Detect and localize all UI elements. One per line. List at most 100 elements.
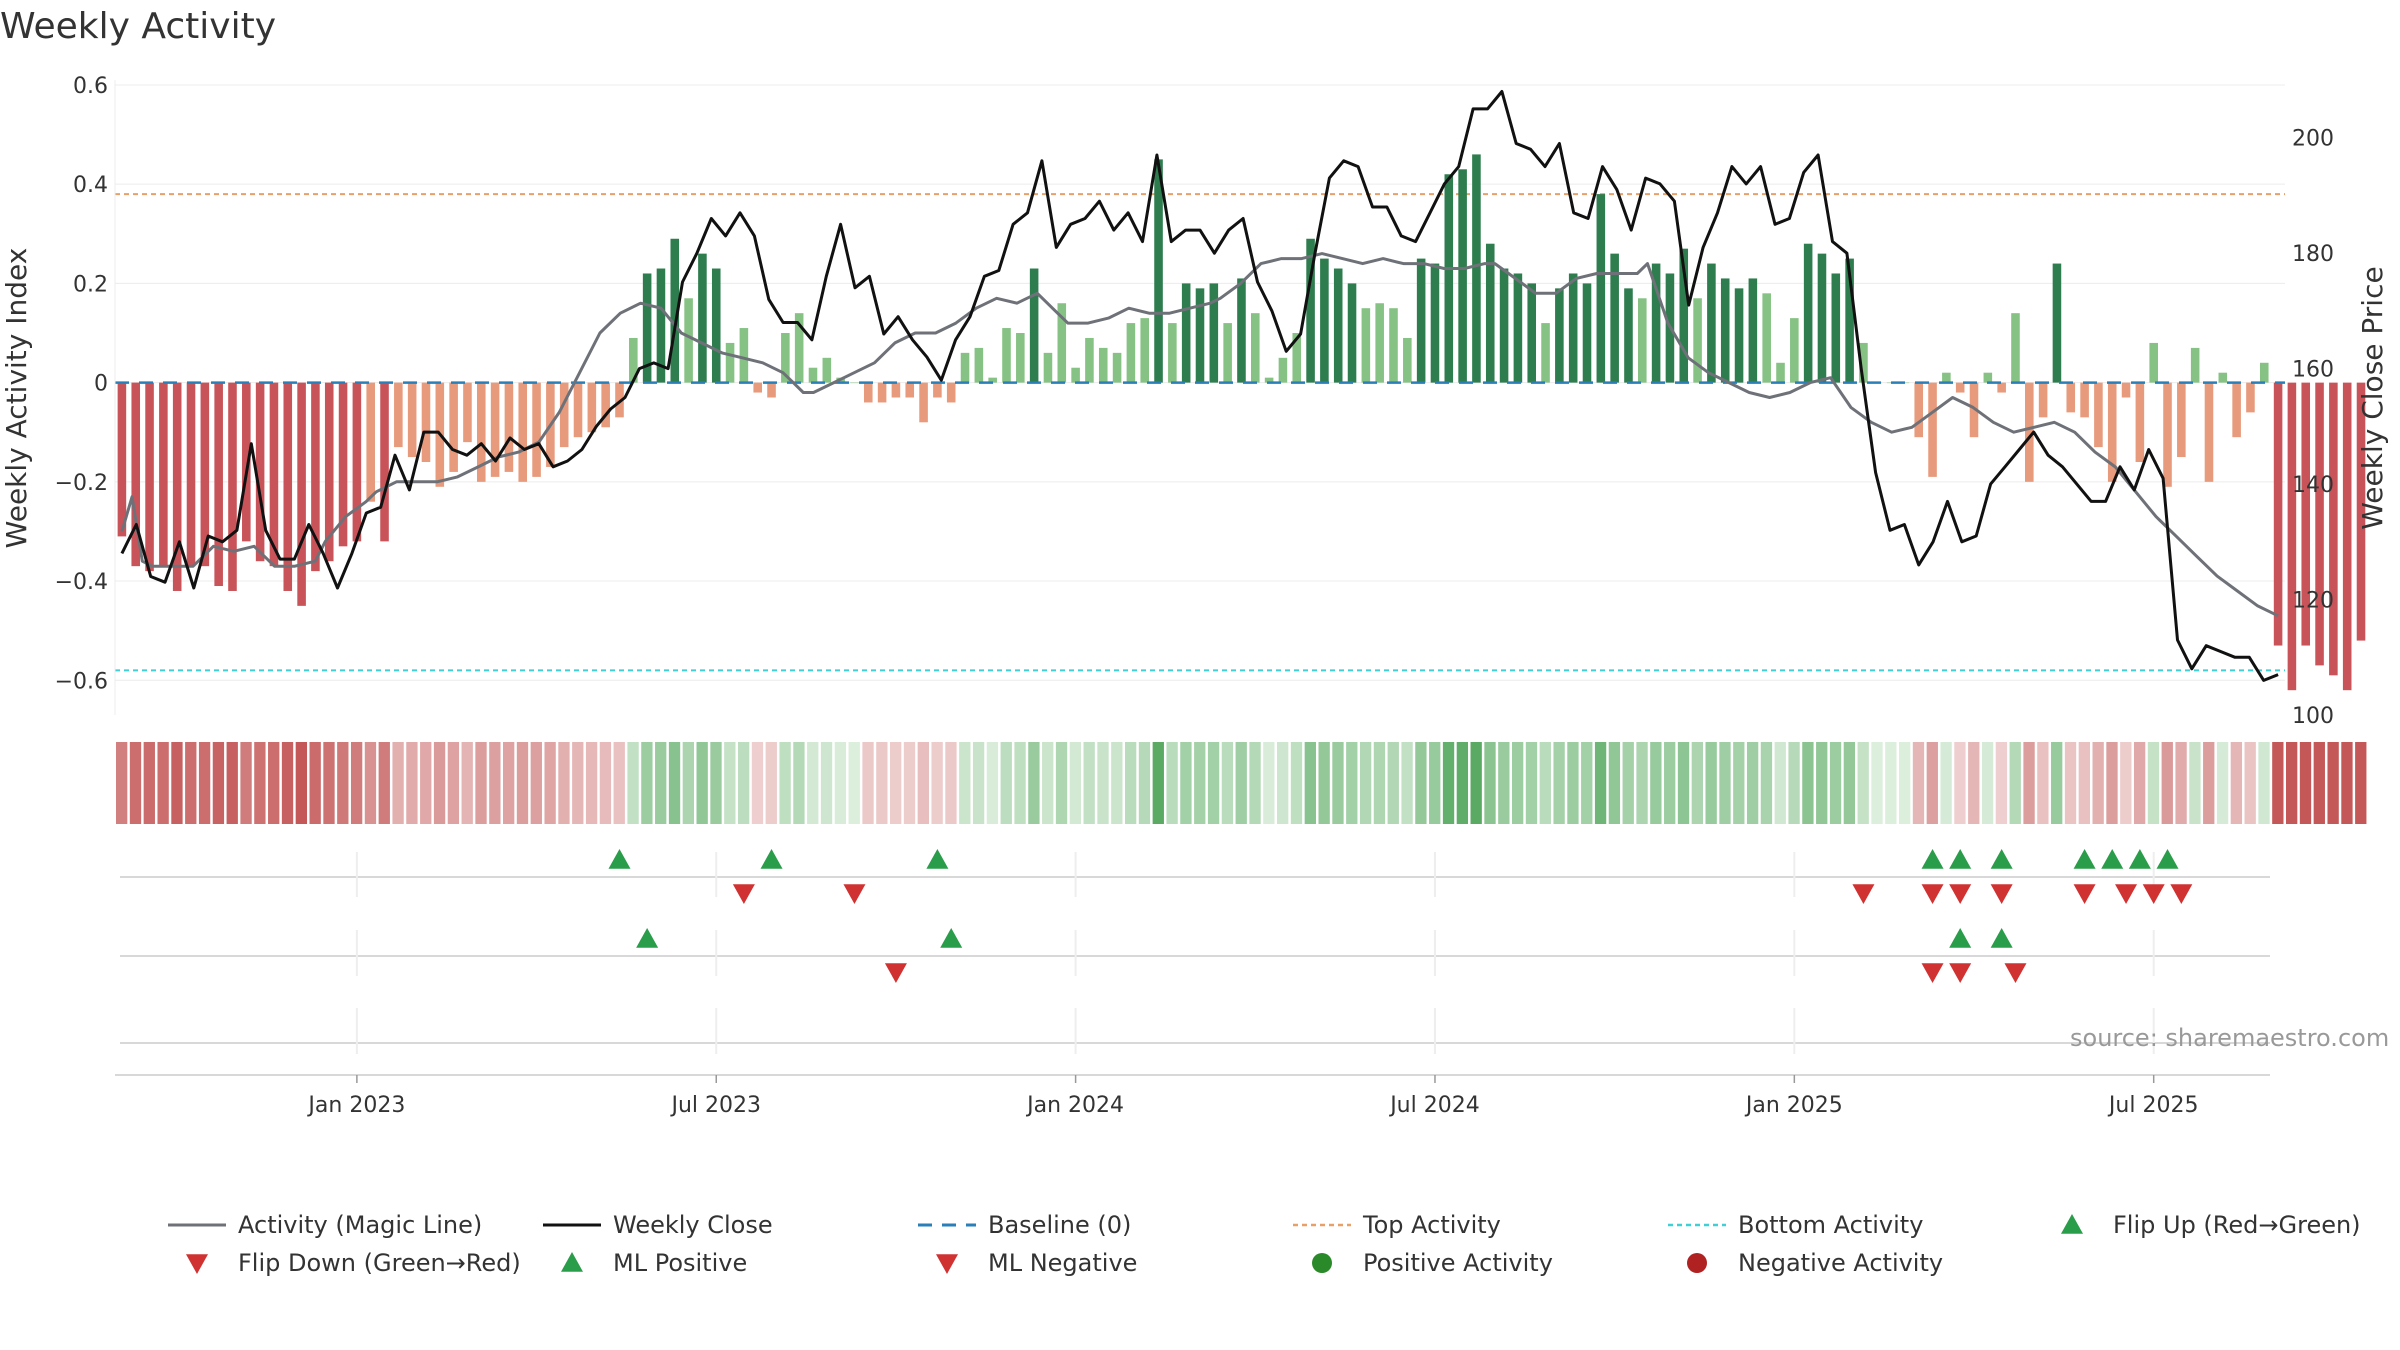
activity-bar (1720, 278, 1730, 383)
activity-bar (311, 382, 320, 572)
legend-label: ML Positive (613, 1249, 747, 1277)
activity-bar (1154, 159, 1163, 383)
activity-bar (1513, 273, 1523, 383)
heat-strip-cell (433, 742, 446, 824)
heat-strip-cell (516, 742, 529, 824)
heat-strip-cell (2203, 742, 2215, 824)
heat-strip-cell (1180, 742, 1192, 824)
heat-strip-cell (2244, 742, 2256, 824)
activity-bar (2011, 313, 2020, 383)
heat-strip-cell (751, 742, 764, 824)
legend-label: Negative Activity (1738, 1249, 1943, 1277)
activity-bar (1085, 337, 1094, 383)
activity-bar (1389, 308, 1398, 383)
legend-item: Negative Activity (1687, 1249, 1943, 1277)
activity-bar (601, 382, 610, 428)
y-right-tick-label: 180 (2292, 242, 2334, 267)
activity-bar (1859, 342, 1868, 383)
heat-strip-cell (2286, 742, 2298, 824)
activity-bar (919, 382, 928, 423)
heat-strip-cell (599, 742, 612, 824)
heat-strip-cell (2175, 742, 2187, 824)
flip-up-marker (926, 849, 949, 869)
x-tick-label: Jul 2024 (1388, 1093, 1480, 1118)
heat-strip-cell (1553, 742, 1565, 824)
activity-bar (1209, 283, 1219, 383)
y-right-tick-label: 160 (2292, 358, 2334, 383)
heat-strip-cell (1290, 742, 1303, 824)
heat-strip-cell (1415, 742, 1427, 824)
heat-strip-cell (1498, 742, 1510, 824)
heat-strip-cell (848, 742, 860, 824)
activity-bar (1610, 253, 1619, 383)
y-axis-right-label: Weekly Close Price (2356, 266, 2389, 529)
chart-title: Weekly Activity (0, 6, 276, 47)
flip-up-marker (1921, 849, 1944, 869)
heat-strip-cell (544, 742, 556, 824)
heat-strip-cell (2037, 742, 2049, 824)
flip-up-marker (608, 849, 631, 869)
activity-bar (1347, 283, 1357, 383)
activity-bar (449, 382, 458, 472)
activity-bar (228, 382, 237, 591)
heat-strip-cell (171, 742, 183, 824)
activity-bar (1928, 382, 1937, 477)
activity-bar (725, 342, 735, 383)
heat-strip-cell (972, 742, 985, 824)
activity-bar (1693, 298, 1702, 383)
activity-bar (463, 382, 472, 443)
activity-bar (946, 382, 956, 403)
legend-item: Weekly Close (543, 1211, 773, 1239)
activity-bar (532, 382, 541, 477)
heat-strip-cell (406, 742, 418, 824)
flip-down-marker (843, 884, 866, 904)
heat-strip-cell (1926, 742, 1938, 824)
legend-label: Weekly Close (613, 1211, 773, 1239)
heat-strip-cell (945, 742, 957, 824)
heat-strip-cell (585, 742, 598, 824)
heat-strip-cell (281, 742, 294, 824)
activity-bars (117, 154, 2366, 691)
flip-down-marker (2170, 884, 2193, 904)
heat-strip-cell (2009, 742, 2021, 824)
heat-strip-cell (309, 742, 321, 824)
activity-bar (2315, 382, 2324, 666)
activity-bar (794, 313, 804, 383)
heat-strip-cell (1622, 742, 1634, 824)
activity-bar (1375, 303, 1384, 383)
heat-strip-cell (1608, 742, 1621, 824)
heat-strip-cell (2341, 742, 2353, 824)
magic-line (120, 252, 2279, 618)
heat-strip-cell (1000, 742, 1012, 824)
activity-bar (1776, 362, 1785, 383)
activity-bar (1112, 352, 1122, 383)
heat-strip-cell (959, 742, 971, 824)
activity-bar (1748, 278, 1758, 383)
activity-bar (518, 382, 528, 482)
heat-strip-cell (793, 742, 805, 824)
heat-strip-cell (1318, 742, 1330, 824)
heat-strip-cell (1207, 742, 1220, 824)
heat-strip-cell (1968, 742, 1980, 824)
heat-strip-cell (2023, 742, 2035, 824)
heat-strip-cell (2216, 742, 2229, 824)
activity-bar (2080, 382, 2089, 418)
legend-item: ML Positive (561, 1249, 747, 1277)
heat-strip-cell (820, 742, 833, 824)
heat-strip-cell (2355, 742, 2367, 824)
heat-strip-cell (1594, 742, 1607, 824)
heat-strip-cell (2299, 742, 2312, 824)
activity-bar (1002, 328, 1011, 383)
activity-bar (1541, 323, 1550, 383)
activity-bar (1181, 283, 1191, 383)
heat-strip-cell (1857, 742, 1869, 824)
heat-strip-cell (461, 742, 473, 824)
activity-bar (1651, 263, 1661, 383)
activity-bar (1624, 288, 1633, 383)
activity-bar (2135, 382, 2145, 462)
heat-strip-cell (807, 742, 819, 824)
flip-down-marker (1852, 884, 1875, 904)
activity-bar (2163, 382, 2172, 487)
heat-strip-cell (1636, 742, 1648, 824)
heat-strip-cell (1774, 742, 1786, 824)
